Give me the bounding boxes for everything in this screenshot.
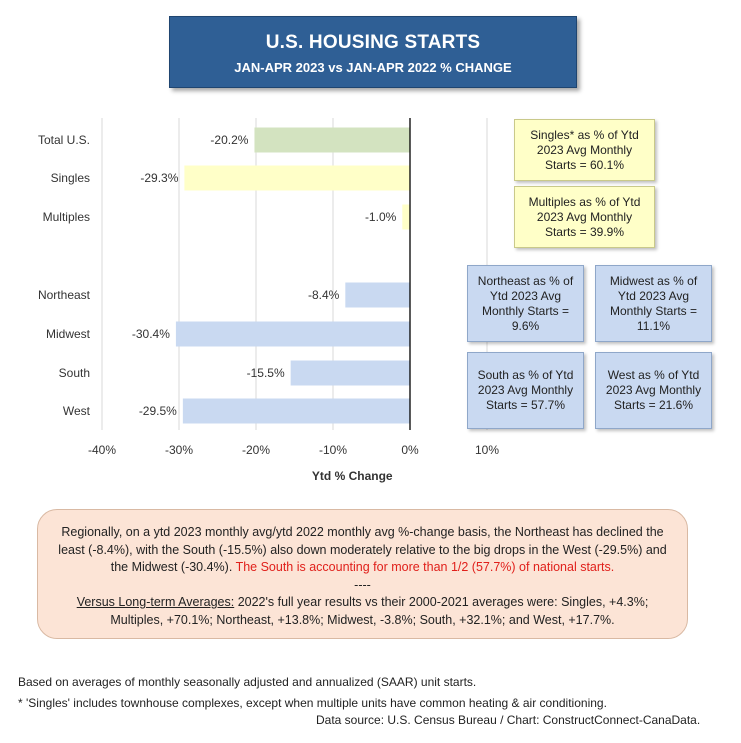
note-midwest-share: Midwest as % of Ytd 2023 Avg Monthly Sta…	[595, 265, 712, 342]
data-label-3: -8.4%	[308, 288, 340, 302]
summary-divider: ----	[354, 577, 371, 592]
note-west-share: West as % of Ytd 2023 Avg Monthly Starts…	[595, 352, 712, 429]
note-singles-share: Singles* as % of Ytd 2023 Avg Monthly St…	[514, 119, 655, 181]
note-multiples-share: Multiples as % of Ytd 2023 Avg Monthly S…	[514, 186, 655, 248]
summary-longterm-text: 2022's full year results vs their 2000-2…	[110, 595, 649, 627]
footnote-singles: * 'Singles' includes townhouse complexes…	[18, 696, 607, 710]
bar-chart: -20.2% Total U.S. -29.3% Singles -1.0% Multip…	[38, 118, 499, 483]
note-south-share: South as % of Ytd 2023 Avg Monthly Start…	[467, 352, 584, 429]
category-label-6: West	[63, 404, 91, 418]
data-label-2: -1.0%	[365, 210, 397, 224]
bar-1	[184, 165, 410, 191]
bar-4	[175, 321, 410, 347]
bar-3	[345, 282, 410, 308]
summary-longterm-heading: Versus Long-term Averages:	[76, 595, 235, 609]
data-label-5: -15.5%	[247, 366, 285, 380]
category-label-5: South	[59, 366, 90, 380]
x-axis-title: Ytd % Change	[312, 469, 393, 483]
bar-2	[402, 204, 410, 230]
x-tick-label-4: 0%	[401, 443, 419, 457]
note-northeast-share: Northeast as % of Ytd 2023 Avg Monthly S…	[467, 265, 584, 342]
category-label-0: Total U.S.	[38, 133, 90, 147]
bar-0	[254, 127, 410, 153]
data-label-4: -30.4%	[132, 327, 170, 341]
footnote-basis: Based on averages of monthly seasonally …	[18, 675, 477, 689]
summary-box: Regionally, on a ytd 2023 monthly avg/yt…	[37, 509, 688, 639]
chart-title-box: U.S. HOUSING STARTS JAN-APR 2023 vs JAN-…	[169, 16, 577, 88]
x-tick-label-3: -10%	[319, 443, 347, 457]
bar-6	[182, 398, 410, 424]
data-label-1: -29.3%	[140, 171, 178, 185]
data-source: Data source: U.S. Census Bureau / Chart:…	[316, 713, 701, 727]
summary-paragraph: Regionally, on a ytd 2023 monthly avg/yt…	[58, 525, 667, 574]
summary-highlight: The South is accounting for more than 1/…	[235, 560, 615, 574]
chart-title: U.S. HOUSING STARTS	[265, 32, 481, 53]
bar-5	[290, 360, 410, 386]
x-tick-label-1: -30%	[165, 443, 193, 457]
category-label-1: Singles	[51, 171, 90, 185]
category-label-3: Northeast	[38, 288, 91, 302]
category-label-4: Midwest	[46, 327, 91, 341]
x-tick-label-0: -40%	[88, 443, 116, 457]
x-tick-label-5: 10%	[475, 443, 499, 457]
data-label-0: -20.2%	[210, 133, 248, 147]
chart-subtitle: JAN-APR 2023 vs JAN-APR 2022 % CHANGE	[234, 60, 512, 75]
x-tick-label-2: -20%	[242, 443, 270, 457]
category-label-2: Multiples	[43, 210, 90, 224]
data-label-6: -29.5%	[139, 404, 177, 418]
